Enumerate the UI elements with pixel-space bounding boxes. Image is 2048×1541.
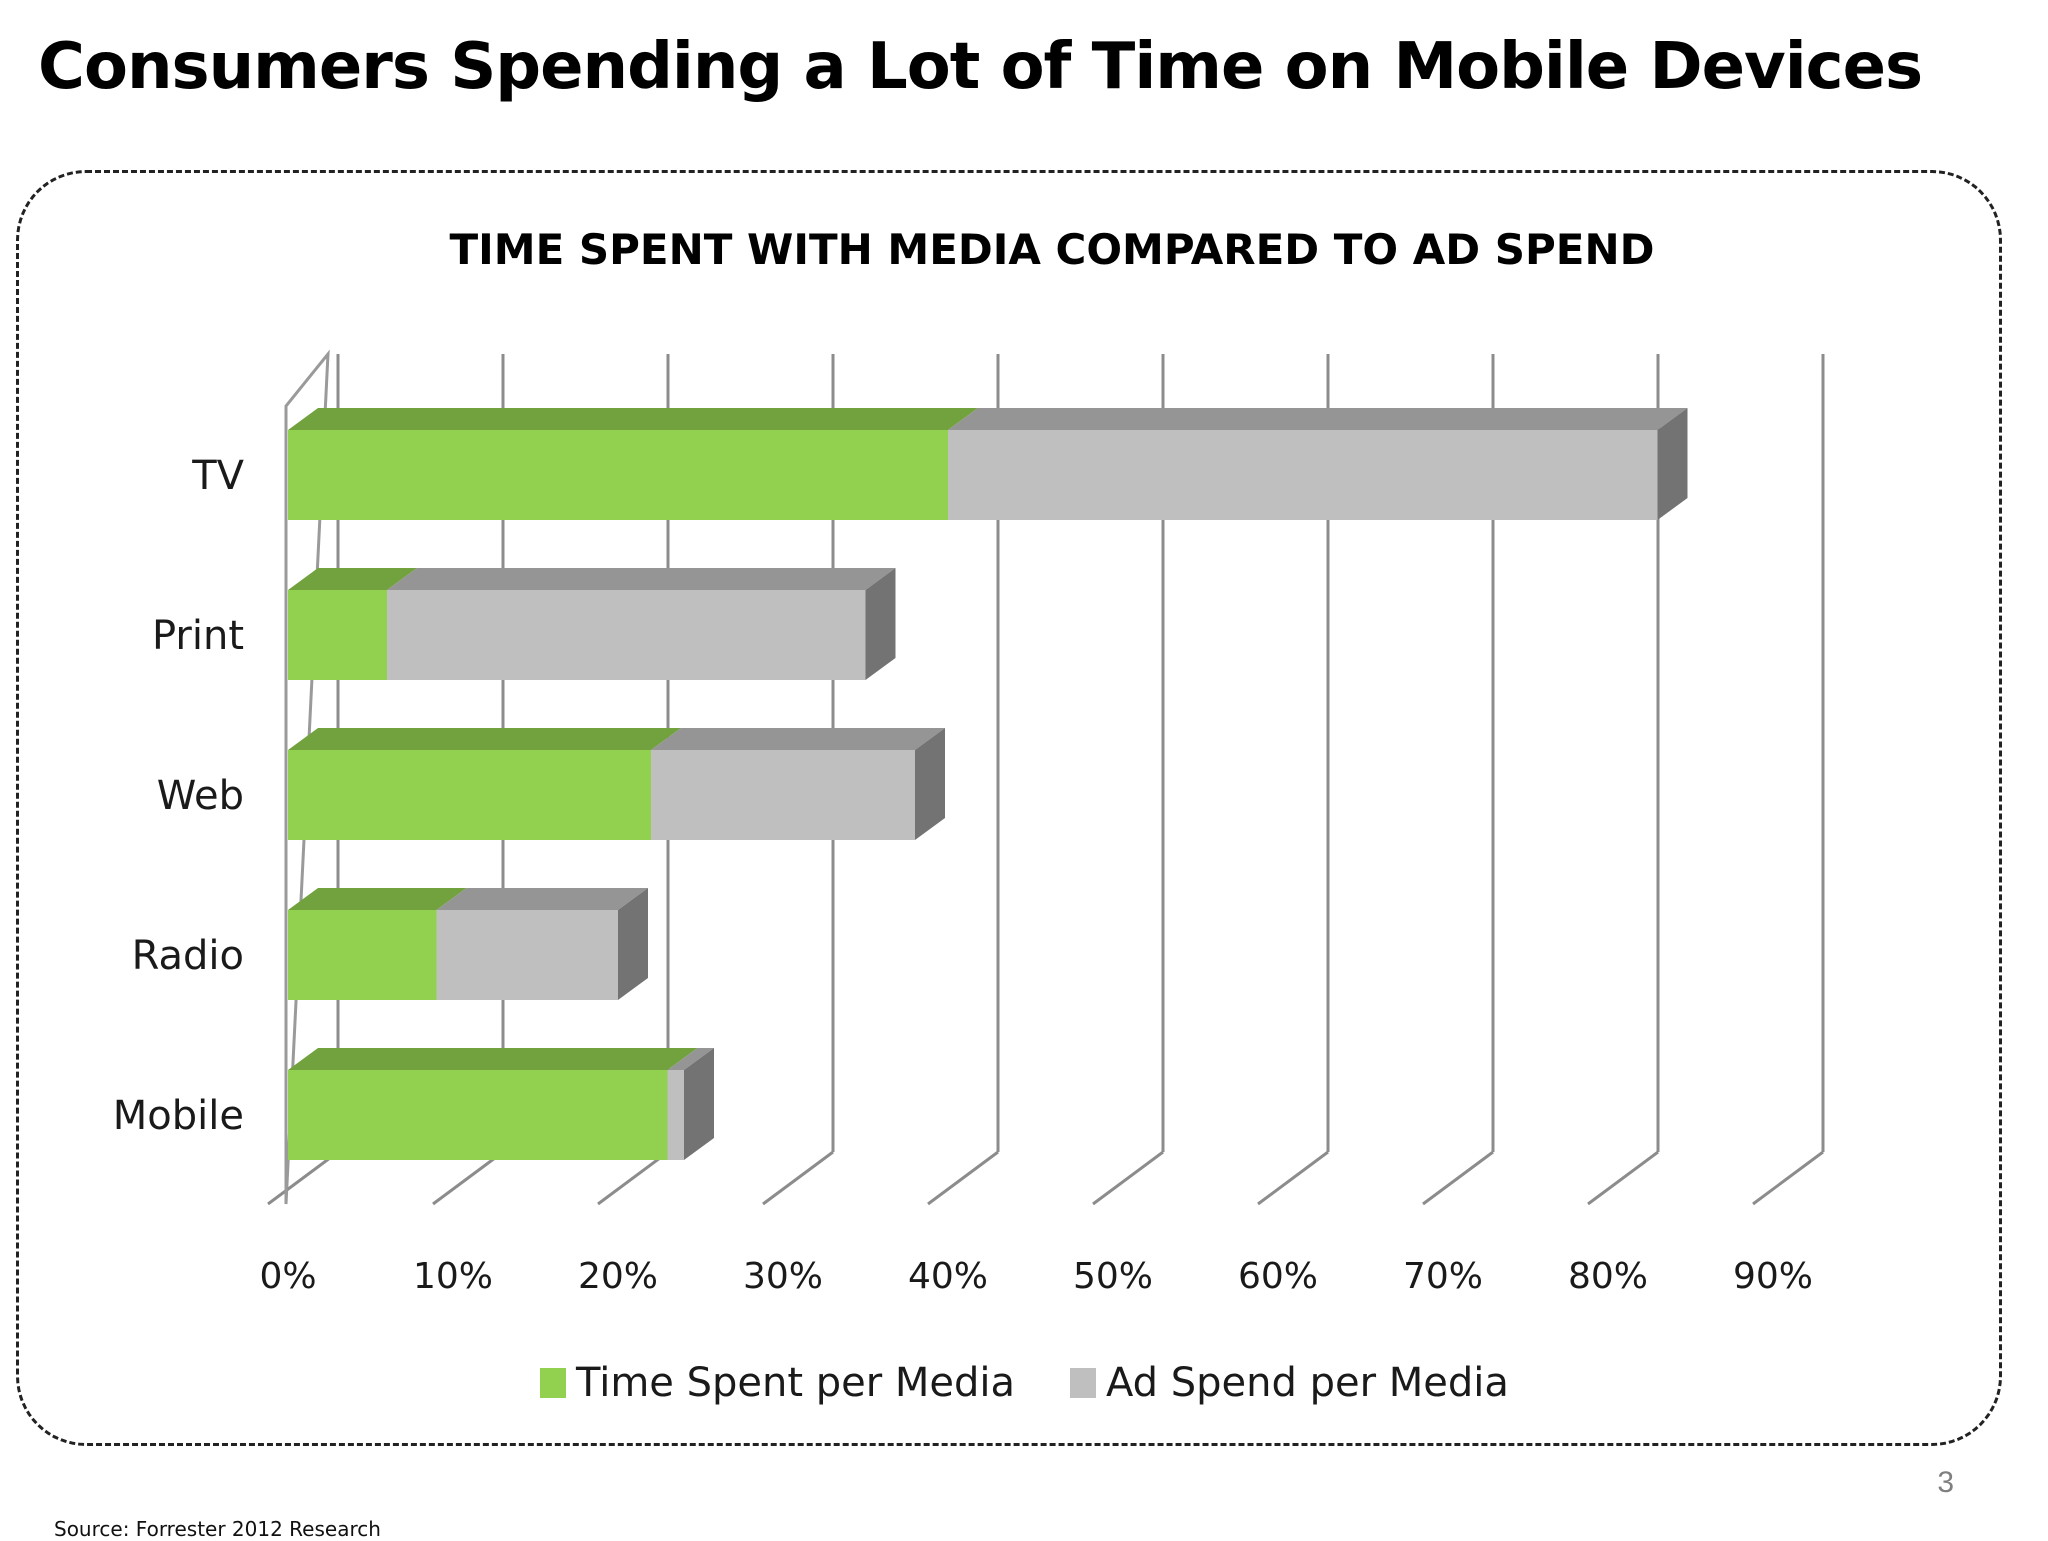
bar-top-face (288, 568, 417, 590)
source-note: Source: Forrester 2012 Research (54, 1517, 381, 1541)
page-number: 3 (1937, 1466, 1954, 1499)
floor-gridline (762, 1150, 834, 1206)
x-tick-label: 20% (578, 1256, 658, 1297)
floor-gridline (1587, 1150, 1659, 1206)
floor-gridline (927, 1150, 999, 1206)
x-tick-label: 80% (1568, 1256, 1648, 1297)
bar-side-face (865, 568, 896, 680)
floor-gridline (1422, 1150, 1494, 1206)
bar-tv-time-spent (288, 430, 948, 520)
category-label: TV (191, 453, 244, 499)
bar-side-face (618, 888, 648, 1000)
bar-top-face (387, 568, 896, 590)
bar-top-face (288, 728, 681, 750)
bar-top-face (436, 888, 648, 910)
bar-top-face (667, 1048, 714, 1070)
bar-top-face (288, 408, 978, 430)
bar-mobile-ad-spend (667, 1070, 684, 1160)
x-tick-label: 60% (1238, 1256, 1318, 1297)
x-tick-label: 50% (1073, 1256, 1153, 1297)
bar-side-face (684, 1048, 714, 1160)
bar-web-time-spent (288, 750, 651, 840)
bar-radio-time-spent (288, 910, 437, 1000)
floor-gridline (597, 1150, 669, 1206)
floor-gridline (432, 1150, 504, 1206)
bar-print-ad-spend (387, 590, 866, 680)
x-tick-label: 10% (413, 1256, 493, 1297)
bar-mobile-time-spent (288, 1070, 668, 1160)
bar-top-face (948, 408, 1688, 430)
bar-print-time-spent (288, 590, 387, 680)
x-tick-label: 70% (1403, 1256, 1483, 1297)
legend-label: Time Spent per Media (575, 1360, 1015, 1406)
category-label: Print (152, 613, 244, 659)
category-label: Radio (132, 933, 244, 979)
chart-title: TIME SPENT WITH MEDIA COMPARED TO AD SPE… (450, 225, 1655, 274)
x-tick-label: 90% (1733, 1256, 1813, 1297)
x-tick-label: 0% (259, 1256, 316, 1297)
floor-gridline (1752, 1150, 1824, 1206)
plot-area: TV Print Web Radio Mobile 0% 10% 20% 30% 40% 50% 60… (113, 349, 1825, 1297)
floor-gridline (1257, 1150, 1329, 1206)
legend: Time Spent per Media Ad Spend per Media (540, 1360, 1509, 1406)
bar-side-face (1657, 408, 1688, 520)
slide-title: Consumers Spending a Lot of Time on Mobi… (38, 30, 1923, 104)
bar-top-face (288, 888, 467, 910)
x-tick-label: 40% (908, 1256, 988, 1297)
x-tick-label: 30% (743, 1256, 823, 1297)
category-label: Mobile (113, 1093, 244, 1139)
legend-swatch (1070, 1368, 1096, 1398)
floor-gridline (1092, 1150, 1164, 1206)
bar-tv-ad-spend (948, 430, 1658, 520)
legend-swatch (540, 1368, 566, 1398)
floor-gridline (267, 1150, 339, 1206)
bar-radio-ad-spend (436, 910, 618, 1000)
bar-web-ad-spend (651, 750, 915, 840)
legend-label: Ad Spend per Media (1106, 1360, 1509, 1406)
bar-top-face (288, 1048, 698, 1070)
category-label: Web (157, 773, 244, 819)
bar-top-face (651, 728, 945, 750)
bar-side-face (915, 728, 945, 840)
